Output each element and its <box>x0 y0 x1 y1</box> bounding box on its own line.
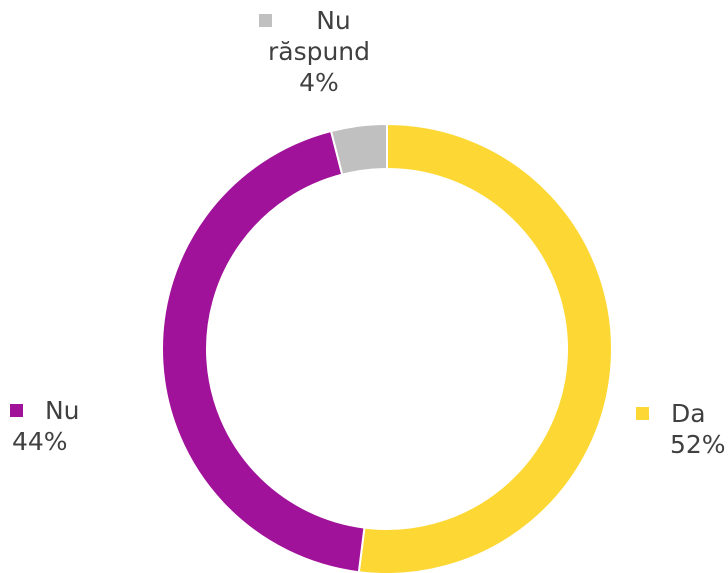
legend-swatch-da <box>636 407 649 420</box>
legend-swatch-nu <box>10 404 23 417</box>
slice-da <box>357 122 613 573</box>
slice-nu-raspund <box>329 122 388 176</box>
slice-name-nu: Nu <box>44 396 80 425</box>
data-label-da: Da 52% <box>636 398 726 460</box>
slice-value-nu: 44% <box>12 427 68 456</box>
slice-name-da: Da <box>670 399 706 428</box>
data-label-nu: Nu 44% <box>10 395 80 457</box>
slice-nu <box>161 129 366 573</box>
legend-swatch-nu-raspund <box>259 14 273 27</box>
slice-value-da: 52% <box>670 430 726 459</box>
slice-value-nu-raspund: 4% <box>299 68 339 97</box>
data-label-nu-raspund: Nu răspund 4% <box>220 5 390 98</box>
slice-name-nu-raspund-line1: Nu <box>316 6 351 35</box>
slice-name-nu-raspund-line2: răspund <box>267 37 371 66</box>
